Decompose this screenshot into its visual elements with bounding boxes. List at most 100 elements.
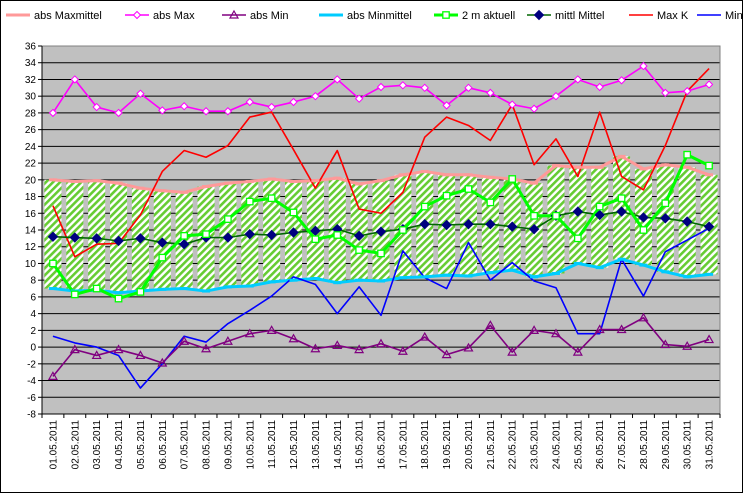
point-abs-min [244, 328, 255, 338]
point-2-m-aktuell [158, 253, 167, 262]
y-tick-label: 6 [30, 292, 36, 303]
y-tick-label: 8 [30, 276, 36, 287]
point-abs-min [638, 312, 649, 322]
point-abs-min [288, 333, 299, 343]
point-2-m-aktuell [683, 150, 692, 159]
y-tick-label: 12 [25, 242, 37, 253]
point-abs-min [397, 346, 408, 355]
point-2-m-aktuell [442, 191, 451, 200]
point-abs-max [136, 89, 145, 98]
x-tick-label: 03.05.2011 [92, 420, 103, 470]
point-abs-min [441, 349, 452, 359]
y-tick-label: 18 [25, 192, 37, 203]
point-mittl-mittel [222, 232, 234, 243]
y-tick-label: 4 [30, 309, 36, 320]
x-tick-label: 11.05.2011 [267, 420, 278, 469]
point-abs-max [201, 107, 211, 116]
point-2-m-aktuell [224, 215, 232, 223]
legend-marker-2-m-aktuell [442, 11, 450, 19]
point-mittl-mittel [178, 239, 190, 250]
point-mittl-mittel [638, 212, 649, 223]
point-abs-max [529, 104, 539, 113]
point-abs-min [135, 350, 146, 360]
point-abs-max [48, 108, 58, 118]
x-tick-label: 02.05.2011 [70, 420, 81, 470]
point-abs-min [463, 342, 474, 352]
x-tick-label: 29.05.2011 [661, 420, 672, 470]
point-abs-max [92, 102, 101, 112]
y-tick-label: 36 [25, 42, 37, 53]
point-2-m-aktuell [639, 226, 648, 234]
point-abs-max [442, 101, 451, 110]
point-abs-max [464, 83, 473, 93]
y-tick-label: 20 [25, 175, 37, 186]
x-tick-label: 21.05.2011 [486, 420, 497, 470]
point-abs-min [704, 334, 715, 344]
point-mittl-mittel [135, 233, 146, 244]
point-abs-max [682, 86, 692, 96]
y-tick-label: 0 [30, 343, 36, 354]
y-tick-label: 24 [25, 142, 37, 153]
legend-label-min-k: Min K [725, 10, 743, 22]
point-mittl-mittel [91, 233, 102, 244]
legend: abs Maxmittel abs Max abs Min abs Minmittel… [6, 9, 743, 22]
point-abs-min [485, 320, 496, 329]
point-abs-min [550, 328, 562, 338]
y-tick-label: -2 [27, 359, 36, 370]
x-tick-label: 16.05.2011 [377, 420, 388, 470]
x-tick-label: 13.05.2011 [311, 420, 322, 470]
legend-label-abs-minmittel: abs Minmittel [347, 10, 412, 22]
x-tick-label: 19.05.2011 [442, 420, 453, 470]
point-2-m-aktuell [180, 232, 189, 240]
point-abs-max [595, 82, 604, 92]
y-tick-label: -4 [27, 376, 36, 387]
point-abs-max [704, 80, 714, 89]
point-abs-min [200, 343, 212, 353]
point-abs-min [572, 346, 583, 356]
point-abs-max [639, 61, 648, 71]
x-tick-label: 04.05.2011 [114, 420, 125, 470]
x-tick-label: 09.05.2011 [223, 420, 234, 470]
point-2-m-aktuell [464, 185, 473, 193]
point-abs-min [222, 336, 233, 345]
y-tick-label: 2 [30, 326, 36, 337]
point-abs-min [47, 371, 58, 380]
x-tick-label: 12.05.2011 [289, 420, 300, 470]
y-tick-label: 16 [25, 209, 37, 220]
x-tick-label: 30.05.2011 [683, 420, 694, 470]
y-tick-label: 30 [25, 92, 37, 103]
y-tick-label: 34 [25, 58, 37, 69]
point-2-m-aktuell [573, 234, 582, 243]
point-abs-max [223, 107, 233, 116]
point-abs-min [179, 336, 190, 345]
point-mittl-mittel [616, 206, 627, 217]
x-tick-label: 17.05.2011 [398, 420, 409, 470]
legend-label-2-m-aktuell: 2 m aktuell [462, 10, 515, 22]
point-abs-min [616, 324, 627, 334]
point-mittl-mittel [507, 221, 518, 232]
point-abs-max [617, 76, 626, 85]
series-line-min-k [52, 227, 710, 389]
point-abs-min [310, 343, 321, 353]
point-abs-min [507, 346, 518, 356]
point-mittl-mittel [703, 221, 715, 232]
point-mittl-mittel [660, 213, 671, 224]
x-tick-label: 01.05.2011 [48, 420, 59, 470]
legend-marker-mittl-mittel [533, 9, 545, 21]
point-abs-min [529, 325, 540, 334]
point-abs-max [311, 91, 320, 101]
point-abs-min [69, 344, 80, 354]
point-2-m-aktuell [92, 284, 101, 293]
point-abs-min [419, 331, 430, 341]
x-axis: 01.05.2011 02.05.2011 03.05.2011 04.05.2011… [41, 413, 721, 470]
y-tick-label: 10 [25, 259, 37, 270]
point-2-m-aktuell [377, 249, 385, 258]
point-2-m-aktuell [617, 194, 626, 203]
point-mittl-mittel [528, 223, 540, 235]
point-2-m-aktuell [114, 294, 123, 303]
point-mittl-mittel [572, 206, 584, 217]
point-mittl-mittel [47, 231, 59, 242]
x-tick-label: 06.05.2011 [158, 420, 169, 470]
point-mittl-mittel [69, 232, 81, 243]
point-abs-min [91, 350, 102, 360]
